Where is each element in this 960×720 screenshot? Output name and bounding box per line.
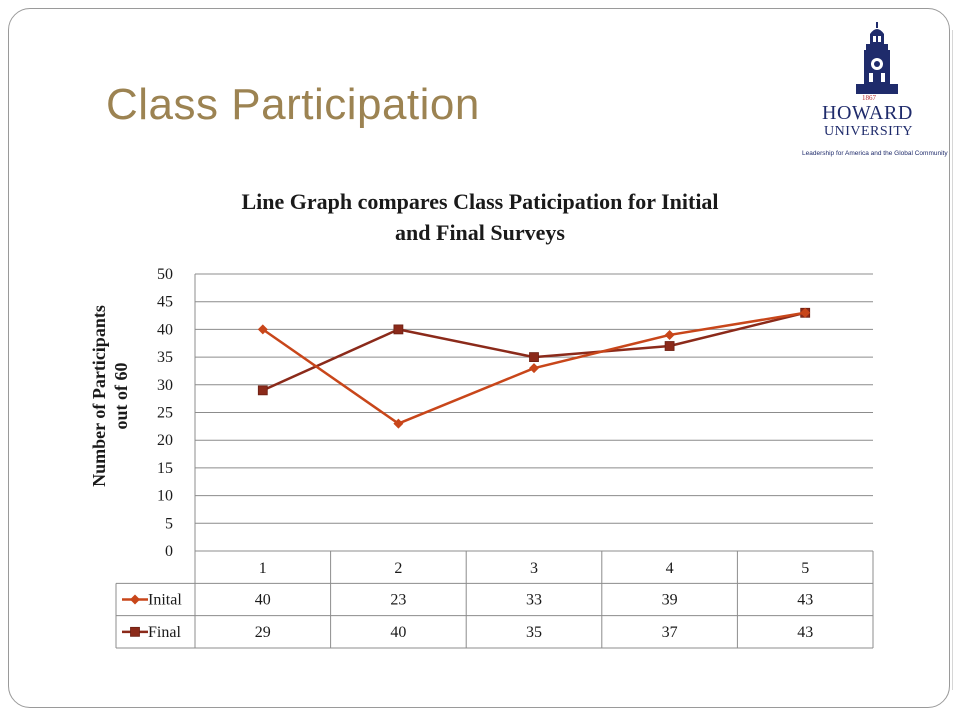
data-table-value: 37 <box>662 624 678 641</box>
logo-year: 1867 <box>862 94 876 102</box>
data-point-final <box>257 385 268 396</box>
data-point-final <box>393 324 404 335</box>
logo-name: HOWARD <box>822 102 913 124</box>
clock-tower-icon <box>856 22 898 94</box>
slide-title: Class Participation <box>106 80 480 129</box>
legend-series-name: Inital <box>148 592 182 609</box>
data-table-value: 33 <box>526 592 542 609</box>
chart-title-line-1: Line Graph compares Class Paticipation f… <box>241 189 719 214</box>
y-tick-label: 25 <box>157 405 173 422</box>
y-tick-label: 30 <box>157 377 173 394</box>
slide-frame <box>8 8 950 708</box>
data-table-value: 40 <box>390 624 406 641</box>
data-point-inital <box>529 363 539 374</box>
logo-motto: Leadership for America and the Global Co… <box>802 150 948 157</box>
chart-title-line-2: and Final Surveys <box>395 220 565 245</box>
x-category-label: 4 <box>666 560 674 577</box>
data-point-final <box>664 341 675 351</box>
logo-subtitle: UNIVERSITY <box>824 124 913 139</box>
y-tick-label: 45 <box>157 294 173 311</box>
y-tick-label: 5 <box>165 515 173 532</box>
x-category-label: 1 <box>259 560 267 577</box>
y-tick-label: 15 <box>157 460 173 477</box>
data-point-final <box>529 352 539 363</box>
y-tick-label: 0 <box>165 543 173 560</box>
data-point-inital <box>257 324 268 335</box>
y-tick-label: 20 <box>157 432 173 449</box>
data-table-value: 35 <box>526 624 542 641</box>
data-table-value: 43 <box>797 592 813 609</box>
y-tick-label: 10 <box>157 488 173 505</box>
data-point-inital <box>800 307 811 318</box>
data-table-value: 43 <box>797 624 813 641</box>
data-point-inital <box>393 418 404 429</box>
data-point-inital <box>664 329 675 340</box>
slide-edge-shadow <box>946 30 953 690</box>
chart-title: Line Graph compares Class Paticipation f… <box>150 186 810 248</box>
series-line-final <box>262 311 806 392</box>
y-tick-label: 35 <box>157 349 173 366</box>
howard-university-logo: 1867 HOWARD UNIVERSITY Leadership for Am… <box>800 20 950 160</box>
y-tick-label: 50 <box>157 266 173 283</box>
data-table-value: 39 <box>662 592 678 609</box>
legend-series-name: Final <box>148 624 181 641</box>
legend-key-marker <box>130 626 140 637</box>
data-table-value: 40 <box>255 592 271 609</box>
legend-key-marker <box>130 594 140 605</box>
data-table-value: 23 <box>390 592 406 609</box>
x-category-label: 3 <box>530 560 538 577</box>
x-category-label: 5 <box>801 560 809 577</box>
x-category-label: 2 <box>394 560 402 577</box>
data-table-value: 29 <box>255 624 271 641</box>
y-tick-label: 40 <box>157 321 173 338</box>
